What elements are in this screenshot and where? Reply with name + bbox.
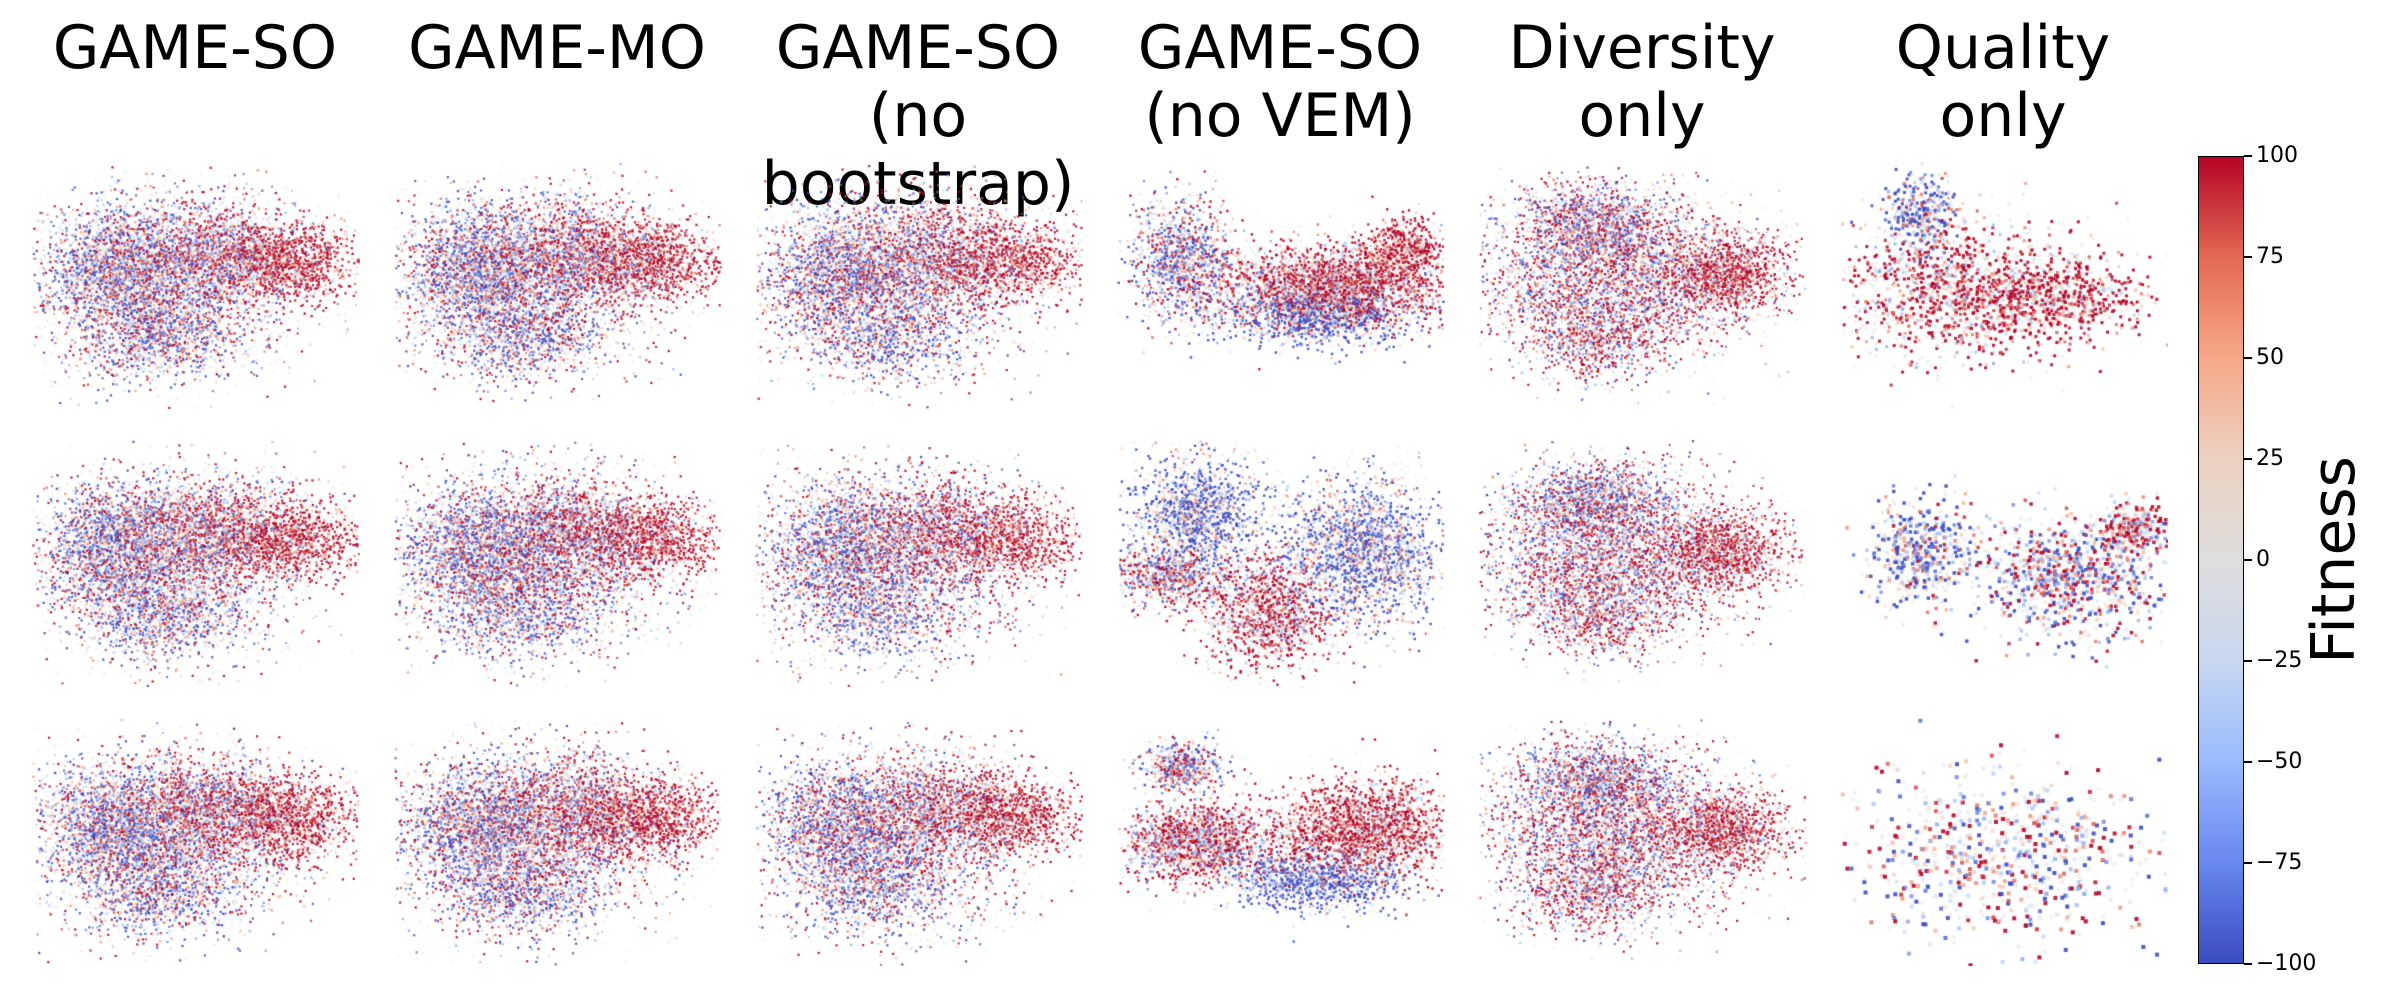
colorbar-tick — [2244, 660, 2252, 662]
scatter-panel-r3-c3 — [753, 716, 1083, 966]
scatter-points — [753, 716, 1083, 966]
colorbar-tick-label: 50 — [2256, 345, 2284, 370]
colorbar-tick — [2244, 862, 2252, 864]
colorbar — [2198, 156, 2244, 964]
scatter-panel-r2-c1 — [30, 438, 360, 688]
colorbar-tick — [2244, 357, 2252, 359]
scatter-points — [30, 438, 360, 688]
colorbar-tick — [2244, 761, 2252, 763]
colorbar-label: Fitness — [2299, 456, 2369, 664]
colorbar-tick-label: −50 — [2256, 749, 2303, 774]
scatter-points — [1115, 438, 1445, 688]
scatter-panel-r2-c4 — [1115, 438, 1445, 688]
scatter-points — [392, 160, 722, 410]
scatter-points — [1838, 160, 2168, 410]
column-title-game-so-no-vem: GAME-SO (no VEM) — [1137, 13, 1423, 151]
colorbar-tick-label: −25 — [2256, 648, 2303, 673]
scatter-panel-r2-c2 — [392, 438, 722, 688]
colorbar-tick-label: −75 — [2256, 850, 2303, 875]
scatter-panel-r1-c2 — [392, 160, 722, 410]
colorbar-tick-label: −100 — [2256, 951, 2317, 976]
scatter-points — [1838, 716, 2168, 966]
scatter-panel-r2-c6 — [1838, 438, 2168, 688]
column-title-game-so: GAME-SO — [52, 13, 338, 83]
scatter-panel-r2-c3 — [753, 438, 1083, 688]
scatter-panel-r1-c6 — [1838, 160, 2168, 410]
colorbar-tick-label: 0 — [2256, 547, 2270, 572]
scatter-panel-r2-c5 — [1477, 438, 1807, 688]
scatter-points — [1477, 438, 1807, 688]
scatter-panel-r1-c3 — [753, 160, 1083, 410]
scatter-points — [753, 438, 1083, 688]
scatter-points — [392, 716, 722, 966]
scatter-points — [753, 160, 1083, 410]
column-title-diversity-only: Diversity only — [1508, 13, 1776, 151]
colorbar-tick-label: 25 — [2256, 446, 2284, 471]
colorbar-tick — [2244, 458, 2252, 460]
scatter-panel-r3-c1 — [30, 716, 360, 966]
colorbar-tick — [2244, 256, 2252, 258]
colorbar-tick-label: 75 — [2256, 244, 2284, 269]
scatter-panel-r3-c5 — [1477, 716, 1807, 966]
scatter-points — [392, 438, 722, 688]
scatter-panel-r3-c6 — [1838, 716, 2168, 966]
scatter-points — [30, 160, 360, 410]
column-title-quality-only: Quality only — [1895, 13, 2111, 151]
scatter-panel-r1-c5 — [1477, 160, 1807, 410]
scatter-points — [1477, 716, 1807, 966]
scatter-points — [1115, 160, 1445, 410]
scatter-points — [1115, 716, 1445, 966]
scatter-panel-r3-c2 — [392, 716, 722, 966]
colorbar-tick-label: 100 — [2256, 143, 2298, 168]
scatter-panel-r1-c4 — [1115, 160, 1445, 410]
column-title-game-mo: GAME-MO — [408, 13, 706, 83]
colorbar-tick — [2244, 155, 2252, 157]
scatter-points — [1838, 438, 2168, 688]
scatter-panel-r3-c4 — [1115, 716, 1445, 966]
scatter-points — [1477, 160, 1807, 410]
scatter-panel-r1-c1 — [30, 160, 360, 410]
colorbar-tick — [2244, 963, 2252, 965]
colorbar-tick — [2244, 559, 2252, 561]
scatter-points — [30, 716, 360, 966]
